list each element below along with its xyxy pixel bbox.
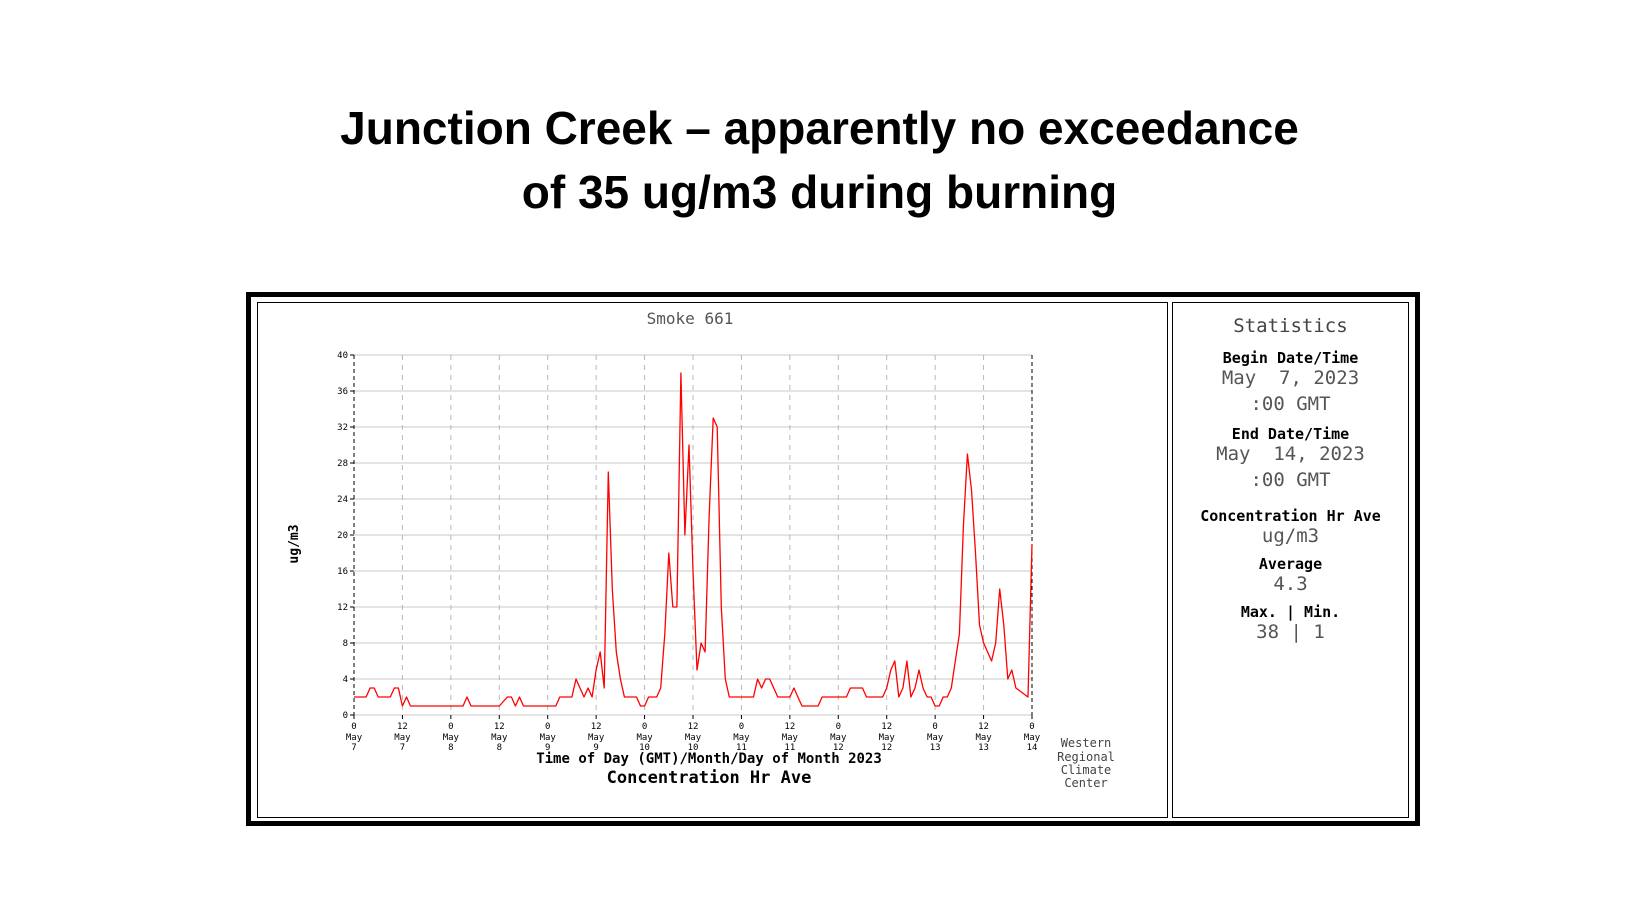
x-tick-hour: 12 [978, 722, 989, 732]
units-value: ug/m3 [1261, 525, 1320, 547]
x-axis: 0May712May70May812May80May912May90May101… [346, 715, 1041, 753]
x-tick-day: 9 [545, 743, 550, 753]
grid-lines [353, 354, 1033, 716]
x-tick-day: 13 [978, 743, 989, 753]
y-tick-label: 20 [337, 531, 348, 541]
series-layer [354, 372, 1033, 707]
chart-frame: Smoke 661 ug/m3 0 4 8 12 16 20 24 28 32 36 40 0 May… [246, 292, 1420, 826]
x-tick-month: May [1024, 733, 1041, 743]
x-tick-hour: 12 [784, 722, 795, 732]
y-tick-label: 8 [343, 639, 348, 649]
parameter-label: Concentration Hr Ave [1200, 507, 1381, 525]
x-tick-month: May [782, 733, 799, 743]
x-axis-label-2: Concentration Hr Ave [607, 768, 812, 788]
x-tick-hour: 0 [932, 722, 937, 732]
statistics-panel: Statistics Begin Date/Time May 7, 2023 :… [1172, 302, 1409, 818]
x-tick-month: May [540, 733, 557, 743]
x-tick-hour: 0 [642, 722, 647, 732]
slide-title-line-1: Junction Creek – apparently no exceedanc… [340, 102, 1299, 154]
x-tick-month: May [830, 733, 847, 743]
y-tick-label: 12 [337, 603, 348, 613]
x-tick-month: May [927, 733, 944, 743]
end-date: May 14, 2023 [1216, 443, 1365, 465]
x-tick-month: May [975, 733, 992, 743]
x-tick-day: 9 [593, 743, 598, 753]
x-tick-month: May [443, 733, 460, 743]
y-tick-label: 32 [337, 423, 348, 433]
credit-line-3: Climate [1061, 763, 1112, 777]
x-tick-hour: 12 [688, 722, 699, 732]
end-time: :00 GMT [1250, 469, 1331, 491]
x-tick-hour: 0 [1029, 722, 1034, 732]
x-tick-day: 13 [930, 743, 941, 753]
slide-title: Junction Creek – apparently no exceedanc… [0, 96, 1639, 224]
end-label: End Date/Time [1231, 425, 1350, 443]
begin-time: :00 GMT [1250, 393, 1331, 415]
x-tick-day: 11 [736, 743, 747, 753]
average-label: Average [1258, 555, 1323, 573]
y-axis-label: ug/m3 [287, 524, 302, 563]
y-tick-label: 24 [337, 495, 348, 505]
x-tick-month: May [636, 733, 653, 743]
chart-title: Smoke 661 [647, 309, 734, 328]
x-tick-hour: 12 [881, 722, 892, 732]
slide-title-line-2: of 35 ug/m3 during burning [521, 166, 1118, 218]
x-tick-day: 7 [400, 743, 405, 753]
x-tick-hour: 0 [351, 722, 356, 732]
x-tick-hour: 12 [397, 722, 408, 732]
x-tick-hour: 0 [448, 722, 453, 732]
statistics-heading: Statistics [1233, 315, 1348, 337]
x-tick-day: 8 [448, 743, 453, 753]
x-tick-day: 7 [351, 743, 356, 753]
x-tick-hour: 0 [545, 722, 550, 732]
begin-label: Begin Date/Time [1222, 349, 1359, 367]
x-tick-day: 14 [1027, 743, 1038, 753]
credit-line-2: Regional [1057, 750, 1115, 764]
x-tick-month: May [394, 733, 411, 743]
x-tick-day: 8 [497, 743, 502, 753]
x-tick-day: 10 [688, 743, 699, 753]
x-tick-day: 10 [639, 743, 650, 753]
y-tick-label: 4 [343, 675, 348, 685]
x-tick-hour: 0 [739, 722, 744, 732]
x-tick-day: 12 [881, 743, 892, 753]
x-axis-label: Time of Day (GMT)/Month/Day of Month 202… [536, 751, 882, 767]
x-tick-month: May [733, 733, 750, 743]
x-tick-hour: 12 [591, 722, 602, 732]
x-tick-month: May [879, 733, 896, 743]
x-tick-hour: 12 [494, 722, 505, 732]
y-axis: 0 4 8 12 16 20 24 28 32 36 40 [337, 351, 354, 721]
x-tick-day: 12 [833, 743, 844, 753]
x-tick-month: May [588, 733, 605, 743]
credit-text: Western Regional Climate Center [1057, 736, 1115, 790]
y-tick-label: 0 [343, 711, 348, 721]
begin-date: May 7, 2023 [1221, 367, 1360, 389]
credit-line-4: Center [1064, 776, 1107, 790]
credit-line-1: Western [1061, 736, 1112, 750]
average-value: 4.3 [1273, 573, 1308, 595]
max-min-value: 38 | 1 [1256, 621, 1325, 643]
y-tick-label: 28 [337, 459, 348, 469]
concentration-line [354, 372, 1033, 707]
chart-panel: Smoke 661 ug/m3 0 4 8 12 16 20 24 28 32 36 40 0 May… [257, 302, 1168, 818]
x-tick-hour: 0 [836, 722, 841, 732]
x-tick-day: 11 [784, 743, 795, 753]
x-tick-month: May [346, 733, 363, 743]
y-tick-label: 40 [337, 351, 348, 361]
x-tick-month: May [685, 733, 702, 743]
y-tick-label: 36 [337, 387, 348, 397]
max-min-label: Max. | Min. [1240, 603, 1341, 621]
y-tick-label: 16 [337, 567, 348, 577]
x-tick-month: May [491, 733, 508, 743]
